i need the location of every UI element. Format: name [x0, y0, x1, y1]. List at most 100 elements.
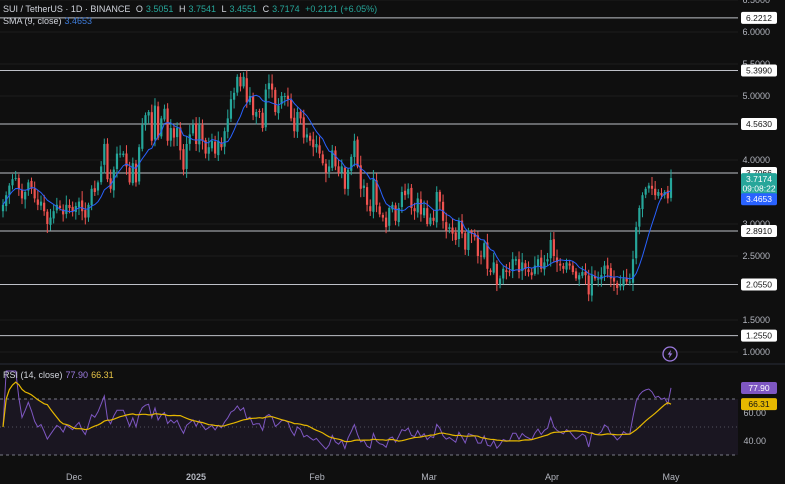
candle-body — [43, 202, 46, 212]
candle-body — [454, 232, 457, 240]
candle-body — [467, 230, 470, 250]
rsi-ma-badge-text: 66.31 — [748, 399, 770, 409]
low-value: 3.4551 — [229, 4, 258, 14]
candle-body — [96, 182, 100, 191]
candle-body — [502, 268, 505, 279]
candle-body — [350, 156, 353, 171]
candle-body — [426, 208, 429, 224]
level-badge-bg — [741, 117, 777, 130]
candle-body — [571, 265, 574, 272]
candle-body — [543, 262, 546, 270]
candle-body — [81, 200, 84, 212]
candle-body — [242, 76, 245, 87]
candle-body — [223, 131, 226, 147]
candle-body — [274, 89, 277, 112]
candle-body — [527, 269, 530, 272]
candle-body — [641, 195, 644, 210]
candle-body — [457, 220, 460, 240]
candle-body — [188, 134, 191, 144]
candle-body — [359, 165, 362, 189]
sma-legend-value: 3.4653 — [64, 16, 93, 26]
candle-body — [388, 208, 391, 226]
symbol-title[interactable]: SUI / TetherUS · 1D · BINANCE — [3, 4, 131, 14]
candle-body — [172, 128, 176, 138]
candle-body — [612, 277, 616, 282]
candle-body — [365, 187, 369, 205]
price-tick-label: 6.5000 — [742, 0, 770, 5]
time-tick-label: Feb — [309, 472, 325, 482]
candle-body — [109, 178, 112, 189]
candle-body — [327, 166, 331, 172]
candle-body — [27, 182, 30, 191]
candle-body — [489, 270, 492, 272]
candle-body — [597, 278, 600, 280]
candle-body — [628, 281, 631, 283]
candle-body — [650, 185, 654, 189]
sma-line — [2, 94, 672, 280]
candle-body — [283, 96, 286, 97]
candle-body — [14, 177, 17, 179]
sma-legend-label: SMA (9, close) — [3, 16, 62, 26]
candle-body — [394, 205, 397, 221]
candle-body — [666, 190, 669, 199]
candle-body — [407, 188, 410, 195]
rsi-badge-text: 77.90 — [748, 383, 770, 393]
candle-body — [176, 128, 179, 138]
candle-body — [270, 83, 274, 90]
candle-body — [581, 272, 584, 276]
candle-body — [147, 112, 150, 116]
candle-body — [445, 222, 448, 231]
grid-lines — [0, 0, 738, 353]
candle-body — [451, 227, 454, 234]
level-badge-bg — [741, 64, 777, 77]
level-badge-text: 1.2550 — [746, 331, 772, 341]
candle-body — [195, 123, 198, 144]
candle-body — [308, 135, 312, 141]
candle-body — [470, 231, 473, 234]
price-tick-label: 3.0000 — [742, 219, 770, 229]
candle-body — [432, 217, 435, 221]
candle-body — [356, 139, 359, 167]
level-badge-bg — [741, 11, 777, 24]
open-label: O — [135, 4, 143, 14]
lightning-icon[interactable] — [662, 346, 678, 362]
candle-body — [492, 262, 495, 273]
candle-body — [495, 263, 498, 285]
candle-body — [511, 259, 514, 271]
candles — [1, 70, 673, 302]
horizontal-levels[interactable] — [0, 17, 738, 337]
rsi-legend[interactable]: RSI (14, close) 77.90 66.31 — [3, 370, 117, 380]
level-badge-text: 2.0550 — [746, 279, 772, 289]
candle-body — [340, 166, 343, 173]
candle-body — [141, 124, 144, 149]
candle-body — [353, 140, 356, 158]
candle-body — [11, 179, 14, 186]
candle-body — [435, 192, 438, 223]
candle-body — [530, 272, 533, 276]
candle-body — [71, 206, 74, 212]
candle-body — [464, 233, 467, 250]
candle-body — [217, 140, 220, 156]
price-tick-label: 4.0000 — [742, 155, 770, 165]
candle-body — [58, 205, 62, 208]
low-label: L — [221, 4, 227, 14]
candle-body — [201, 124, 204, 141]
candle-body — [562, 265, 565, 269]
candle-body — [239, 76, 242, 87]
sma-legend[interactable]: SMA (9, close) 3.4653 — [3, 16, 95, 26]
candle-body — [479, 255, 483, 257]
candle-body — [625, 277, 628, 282]
candle-body — [87, 204, 90, 218]
candle-body — [289, 99, 293, 119]
candle-body — [429, 217, 432, 225]
candle-body — [321, 154, 324, 164]
candle-body — [552, 239, 555, 256]
time-axis: Dec 2025 Feb Mar Apr May — [66, 472, 680, 482]
candle-body — [33, 188, 36, 199]
candle-body — [106, 143, 109, 180]
candle-body — [84, 210, 87, 218]
high-label: H — [178, 4, 186, 14]
candle-body — [312, 139, 315, 148]
close-label: C — [262, 4, 270, 14]
